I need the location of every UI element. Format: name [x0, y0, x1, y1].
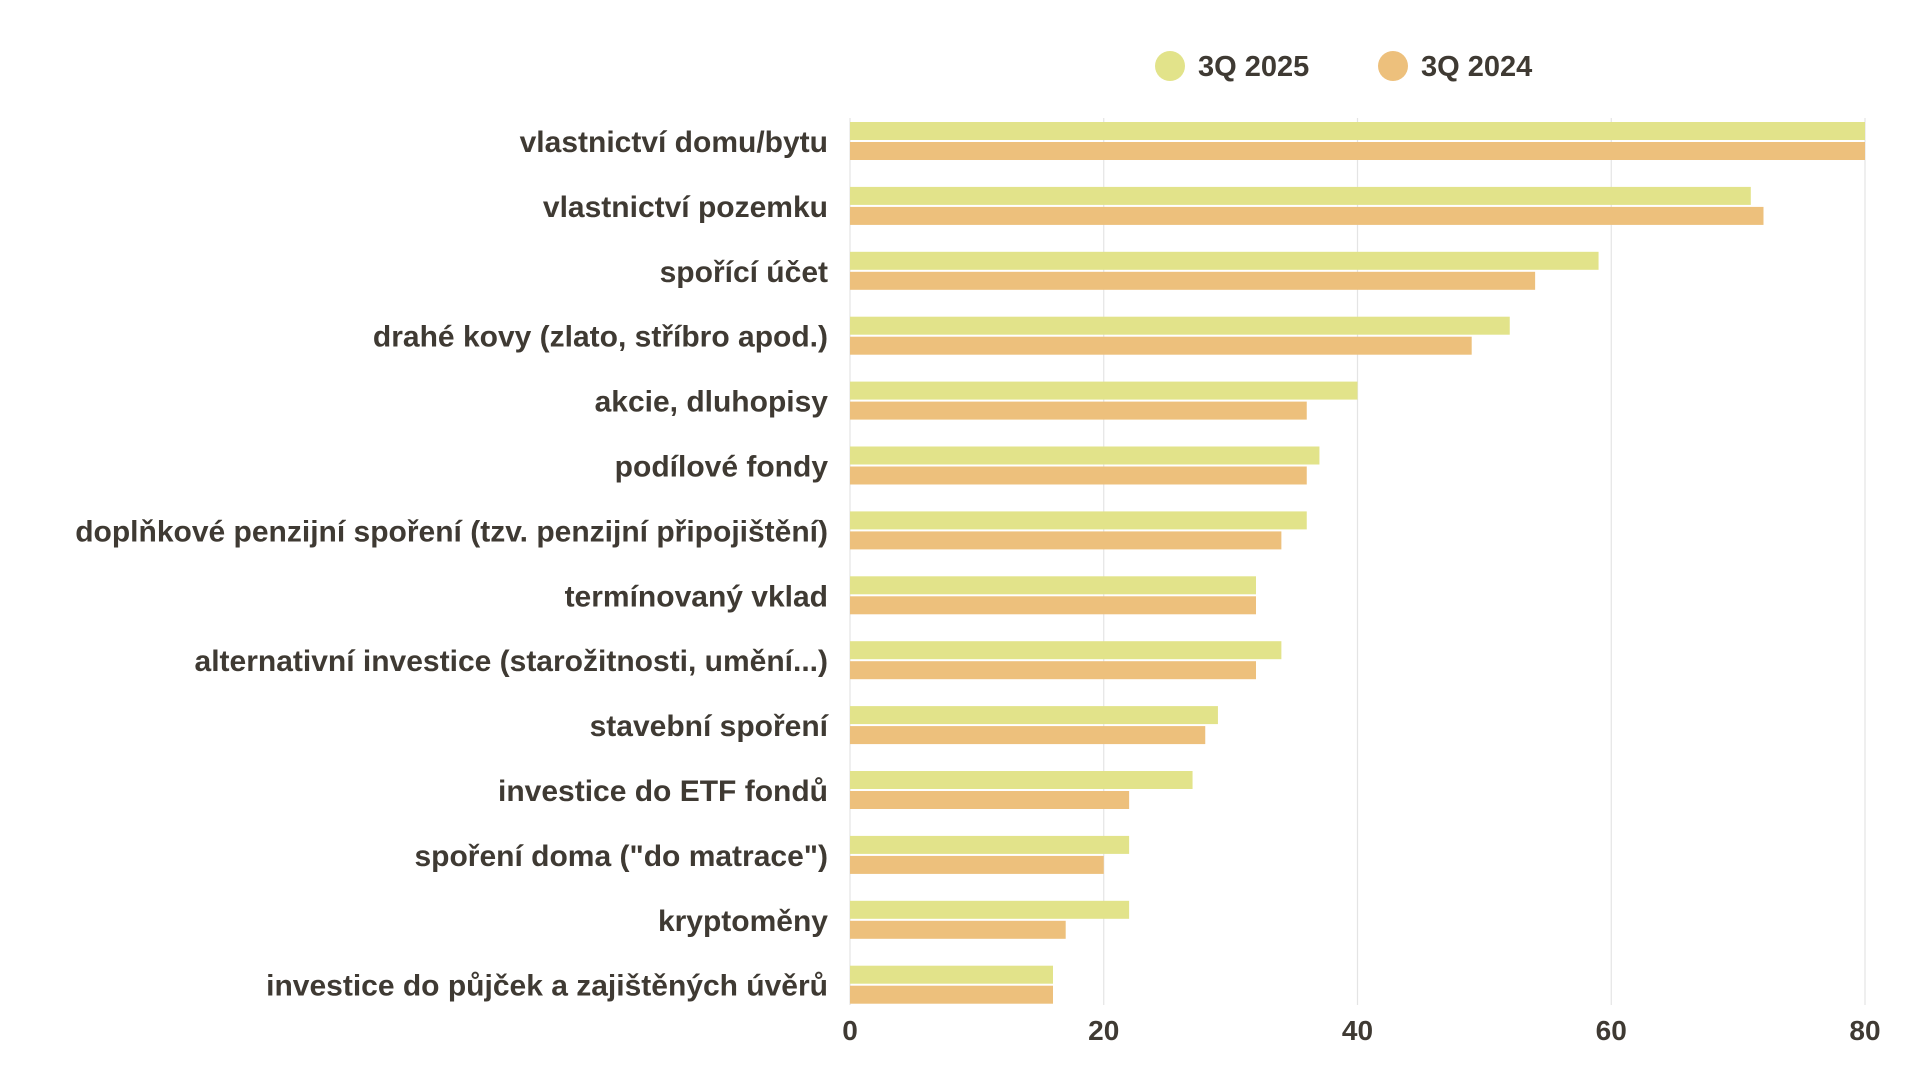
- x-tick-label: 20: [1088, 1015, 1119, 1046]
- x-tick-label: 0: [842, 1015, 858, 1046]
- x-axis-ticks: 0 20 40 60 80: [842, 1015, 1880, 1046]
- category-label: investice do půjček a zajištěných úvěrů: [266, 970, 828, 1003]
- category-label: doplňkové penzijní spoření (tzv. penzijn…: [75, 515, 828, 548]
- bar-series2: [850, 271, 1536, 290]
- bar-series1: [850, 446, 1320, 465]
- bar-series2: [850, 985, 1053, 1004]
- category-label: akcie, dluhopisy: [595, 386, 829, 419]
- bar-series1: [850, 835, 1130, 854]
- bar-series2: [850, 531, 1282, 550]
- category-label: drahé kovy (zlato, stříbro apod.): [373, 321, 828, 354]
- category-label: alternativní investice (starožitnosti, u…: [195, 645, 828, 678]
- bar-series2: [850, 401, 1307, 420]
- category-label: spoření doma ("do matrace"): [414, 840, 828, 873]
- bars: [850, 122, 1865, 1004]
- bar-series2: [850, 855, 1104, 874]
- legend-label: 3Q 2024: [1421, 51, 1532, 83]
- category-label: spořící účet: [660, 256, 828, 289]
- bar-series2: [850, 920, 1066, 939]
- bar-series1: [850, 316, 1510, 335]
- category-label: termínovaný vklad: [565, 580, 828, 613]
- bar-series2: [850, 142, 1865, 160]
- category-label: investice do ETF fondů: [498, 775, 828, 808]
- bar-series1: [850, 641, 1282, 660]
- bar-series1: [850, 965, 1053, 984]
- bar-series2: [850, 336, 1472, 355]
- bar-series1: [850, 706, 1218, 725]
- category-labels: vlastnictví domu/bytu vlastnictví pozemku…: [75, 126, 829, 1003]
- bar-series2: [850, 661, 1256, 680]
- category-label: kryptoměny: [658, 905, 828, 938]
- x-tick-label: 40: [1342, 1015, 1373, 1046]
- bar-series2: [850, 791, 1130, 809]
- bar-series1: [850, 381, 1358, 400]
- legend-swatch: [1378, 51, 1408, 81]
- bar-series1: [850, 771, 1193, 789]
- bar-series1: [850, 251, 1599, 270]
- category-label: stavební spoření: [590, 710, 830, 743]
- legend: 3Q 2025 3Q 2024: [1155, 51, 1532, 83]
- bar-series1: [850, 511, 1307, 530]
- category-label: vlastnictví domu/bytu: [520, 126, 828, 159]
- bar-series2: [850, 596, 1256, 615]
- bar-series2: [850, 206, 1764, 225]
- bar-series2: [850, 466, 1307, 485]
- bar-series1: [850, 122, 1865, 140]
- bar-series1: [850, 186, 1751, 205]
- bar-series1: [850, 900, 1130, 919]
- bar-series2: [850, 726, 1206, 745]
- bar-series1: [850, 576, 1256, 595]
- x-tick-label: 60: [1596, 1015, 1627, 1046]
- legend-swatch: [1155, 51, 1185, 81]
- legend-label: 3Q 2025: [1198, 51, 1309, 83]
- x-tick-label: 80: [1849, 1015, 1880, 1046]
- category-label: podílové fondy: [615, 451, 829, 484]
- category-label: vlastnictví pozemku: [543, 191, 828, 224]
